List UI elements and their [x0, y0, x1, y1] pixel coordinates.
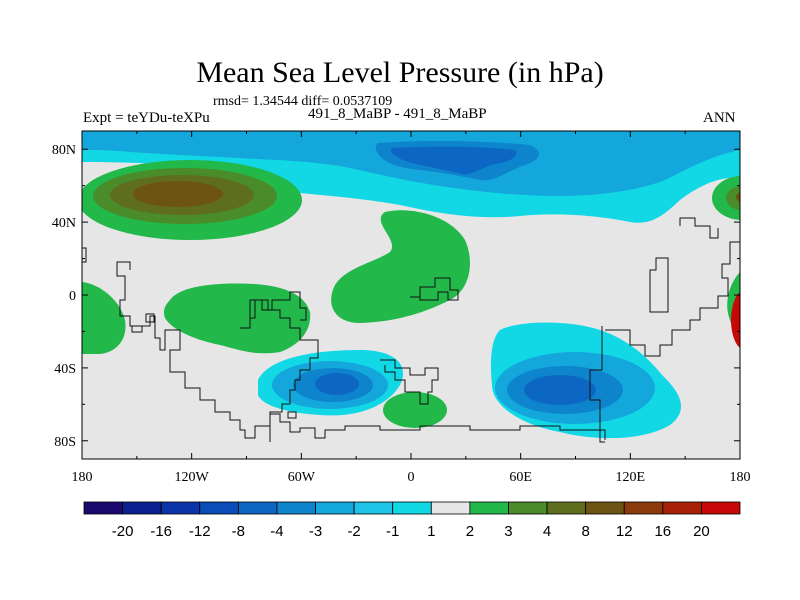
- colorbar-swatch: [199, 501, 239, 515]
- coastline-americas: [82, 247, 319, 439]
- season-label: ANN: [703, 110, 736, 126]
- contour-fills: [82, 131, 740, 439]
- colorbar-swatch: [508, 501, 548, 515]
- contour-fill-arctic-core: [390, 146, 517, 175]
- colorbar-label: 2: [466, 523, 474, 540]
- colorbar-label: -3: [309, 523, 322, 540]
- colorbar-swatch: [701, 501, 741, 515]
- contour-fill-west-edge: [82, 282, 126, 354]
- colorbar-swatch: [585, 501, 625, 515]
- contour-fill-east-edge-3: [726, 186, 740, 210]
- y-tick-label: 80N: [52, 143, 76, 158]
- y-tick-label: 40S: [54, 362, 76, 377]
- colorbar-swatch: [392, 501, 432, 515]
- colorbar-swatch: [237, 501, 278, 515]
- y-tick-label: 80S: [54, 435, 76, 450]
- colorbar-swatch: [276, 501, 316, 515]
- contour-fill-trop-pac: [163, 283, 311, 354]
- experiment-label: Expt = teYDu-teXPu: [83, 110, 210, 126]
- comparison-label: 491_8_MaBP - 491_8_MaBP: [308, 106, 487, 122]
- colorbar-label: -8: [232, 523, 245, 540]
- x-tick-label: 120W: [175, 470, 210, 485]
- contour-fill-central-blob: [331, 210, 470, 323]
- x-tick-label: 120E: [616, 470, 646, 485]
- colorbar-label: -12: [189, 523, 211, 540]
- x-tick-label: 180: [730, 470, 751, 485]
- coastlines: [82, 217, 740, 443]
- colorbar-swatch: [122, 501, 162, 515]
- contour-fill-npac-8: [133, 181, 223, 207]
- coastline-africa: [380, 277, 459, 405]
- colorbar-swatch: [430, 501, 471, 515]
- coastline-americas-north: [249, 291, 307, 321]
- x-axis: 180 120W 60W 0 60E 120E 180: [72, 131, 751, 485]
- colorbar-swatch: [353, 501, 394, 515]
- colorbar-swatch: [160, 501, 201, 515]
- y-tick-label: 40N: [52, 216, 76, 231]
- colorbar-label: -16: [150, 523, 172, 540]
- x-tick-label: 60E: [509, 470, 532, 485]
- colorbar-swatch: [546, 501, 587, 515]
- colorbar-label: 16: [654, 523, 671, 540]
- colorbar-label: 12: [616, 523, 633, 540]
- contour-fill-east-edge-8: [736, 192, 740, 202]
- contour-fill-satl-4: [315, 373, 359, 395]
- colorbar-label: -1: [386, 523, 399, 540]
- x-tick-label: 180: [72, 470, 93, 485]
- colorbar-swatch: [469, 501, 509, 515]
- colorbar: -20 -16 -12 -8 -4 -3 -2 -1 1 2 3 4 8 12 16 20: [83, 501, 741, 540]
- colorbar-label: 3: [504, 523, 512, 540]
- coastline-asia-aus: [589, 217, 740, 440]
- stats-line: rmsd= 1.34544 diff= 0.0537109: [213, 94, 393, 109]
- x-tick-label: 0: [408, 470, 415, 485]
- colorbar-label: 8: [581, 523, 589, 540]
- coastline-antarctica: [269, 413, 605, 443]
- coastline-small-islands: [131, 313, 297, 419]
- colorbar-label: -4: [270, 523, 283, 540]
- y-axis: 80N 40N 0 40S 80S: [52, 143, 740, 450]
- contour-fill-se-edge: [731, 291, 740, 349]
- x-tick-label: 60W: [288, 470, 316, 485]
- colorbar-swatch: [83, 501, 123, 515]
- colorbar-swatch: [662, 501, 702, 515]
- colorbar-label: -2: [347, 523, 360, 540]
- contour-fill-s-atlantic-pos: [383, 392, 447, 428]
- colorbar-label: 20: [693, 523, 710, 540]
- chart-title: Mean Sea Level Pressure (in hPa): [196, 56, 604, 89]
- colorbar-swatch: [315, 501, 355, 515]
- colorbar-label: 1: [427, 523, 435, 540]
- contour-fill-east-edge-2: [712, 176, 740, 220]
- colorbar-swatch: [623, 501, 664, 515]
- contour-fill-sind-4: [524, 375, 596, 405]
- y-tick-label: 0: [69, 289, 76, 304]
- colorbar-label: 4: [543, 523, 551, 540]
- colorbar-label: -20: [112, 523, 134, 540]
